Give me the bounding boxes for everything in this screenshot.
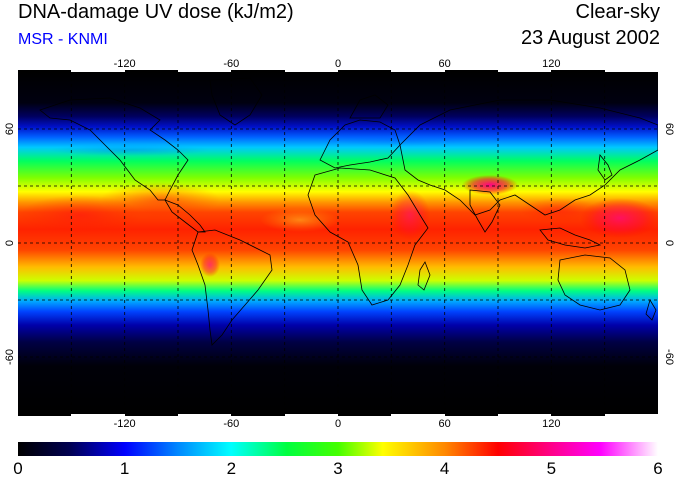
colorbar [18,442,658,456]
map-title: DNA-damage UV dose (kJ/m2) [18,1,294,23]
frame-tick-marks [71,70,658,416]
coast-madagascar [417,261,431,291]
colorbar-tick-label: 4 [440,459,449,478]
colorbar-tick-label: 0 [13,459,22,478]
coast-asia [399,99,658,216]
lon-tick-label-bottom: -60 [223,418,239,430]
coast-greenland [209,77,263,126]
lat-labels-left: 60 0 -60 [4,123,16,365]
coast-south-america [191,229,273,346]
lon-labels-bottom: -120 -60 0 60 120 [114,418,561,430]
coast-africa [307,167,429,306]
lat-tick-label-left: 60 [4,123,16,135]
lat-tick-label-right: 0 [663,240,675,246]
colorbar-tick-label: 3 [333,459,342,478]
lon-tick-label-top: 0 [335,58,341,70]
coastlines [39,77,658,346]
coast-indonesia [539,227,602,249]
lat-labels-right: 60 0 -60 [663,123,675,365]
lat-tick-label-left: -60 [4,349,16,365]
colorbar-tick-label: 6 [653,459,662,478]
lon-tick-label-top: 120 [542,58,560,70]
colorbar-labels: 0 1 2 3 4 5 6 [13,459,662,478]
lat-tick-label-right: 60 [663,123,675,135]
lat-tick-label-left: 0 [4,240,16,246]
coast-scandinavia [349,94,389,119]
coast-europe [319,119,401,169]
coast-new-zealand [645,299,657,321]
lon-tick-label-bottom: -120 [114,418,136,430]
lon-tick-label-top: -120 [114,58,136,70]
coast-central-america [164,199,206,233]
lon-tick-label-bottom: 120 [542,418,560,430]
sky-condition-label: Clear-sky [575,1,660,23]
date-label: 23 August 2002 [520,27,660,49]
lon-tick-label-bottom: 0 [335,418,341,430]
colorbar-tick-label: 5 [547,459,556,478]
grid-lines [18,72,658,414]
colorbar-tick-label: 2 [227,459,236,478]
lon-tick-label-bottom: 60 [439,418,451,430]
coast-north-america [39,97,189,201]
coast-japan [597,154,613,181]
lon-labels-top: -120 -60 0 60 120 [114,58,561,70]
lon-tick-label-top: -60 [223,58,239,70]
coast-australia [557,254,631,311]
coast-india [469,189,501,233]
source-label: MSR - KNMI [18,31,108,48]
lon-tick-label-top: 60 [439,58,451,70]
colorbar-tick-label: 1 [120,459,129,478]
lat-tick-label-right: -60 [663,349,675,365]
